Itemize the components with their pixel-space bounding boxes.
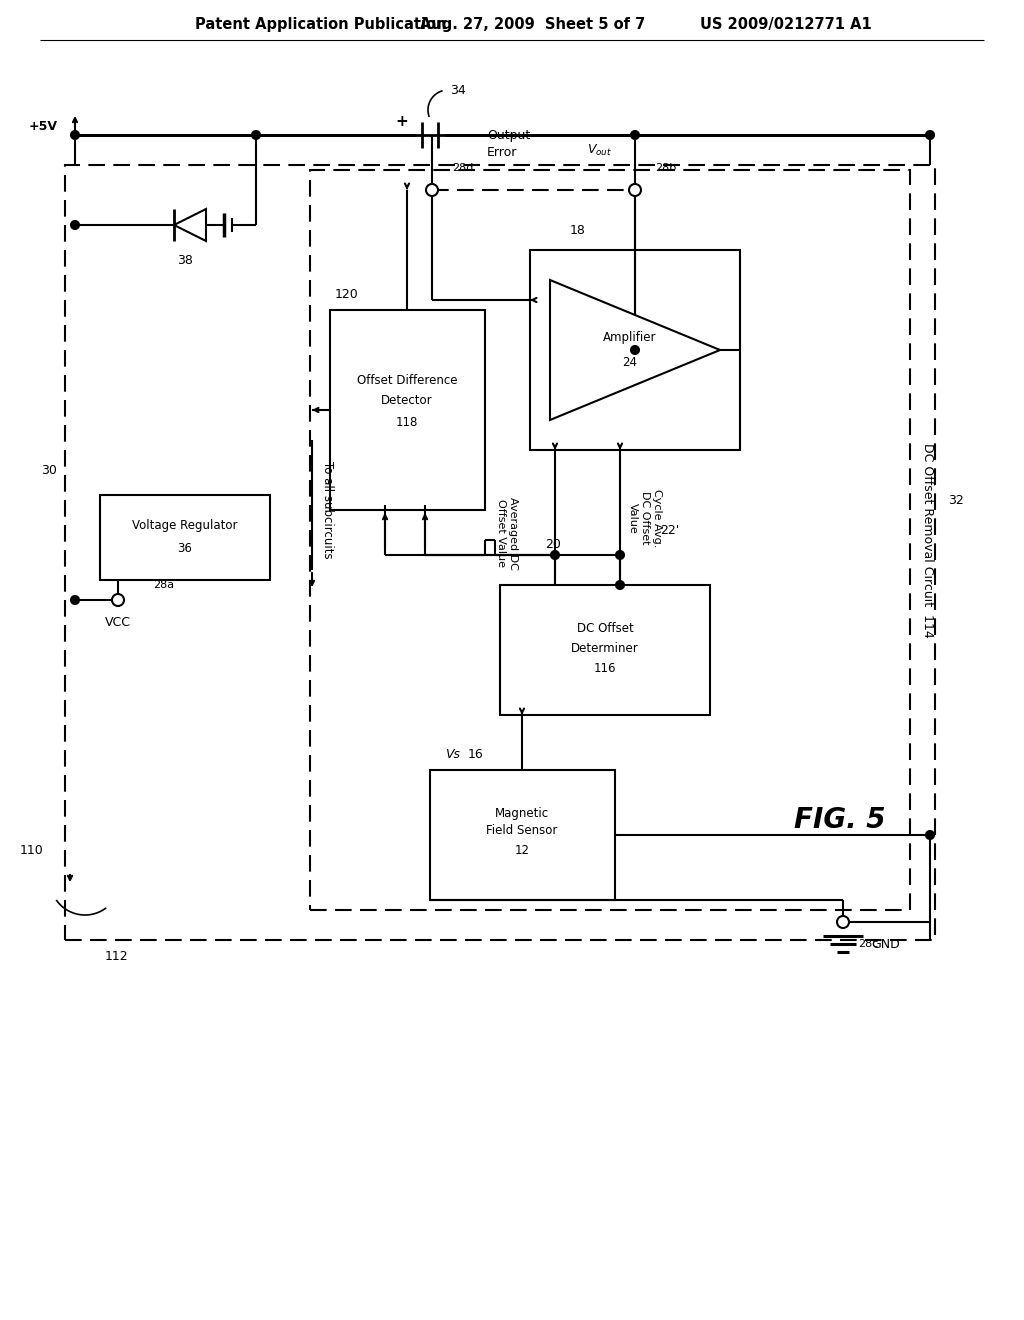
Text: +5V: +5V	[29, 120, 58, 133]
Circle shape	[837, 916, 849, 928]
Text: 38: 38	[177, 253, 193, 267]
Circle shape	[71, 131, 79, 139]
Text: 28c: 28c	[858, 939, 879, 949]
Text: 36: 36	[177, 541, 193, 554]
Circle shape	[71, 220, 79, 228]
Text: Detector: Detector	[381, 393, 433, 407]
Text: 28b: 28b	[655, 162, 676, 173]
Circle shape	[631, 346, 639, 354]
FancyBboxPatch shape	[530, 249, 740, 450]
Text: 120: 120	[335, 289, 358, 301]
Text: 20: 20	[545, 539, 561, 552]
Circle shape	[616, 550, 624, 558]
Text: 12: 12	[514, 845, 529, 858]
Text: Vs: Vs	[445, 748, 460, 762]
Text: VCC: VCC	[105, 615, 131, 628]
Circle shape	[551, 550, 559, 558]
Circle shape	[926, 832, 934, 840]
FancyBboxPatch shape	[330, 310, 485, 510]
Text: DC Offset: DC Offset	[577, 622, 634, 635]
Text: Averaged DC
Offset Value: Averaged DC Offset Value	[497, 496, 518, 569]
Circle shape	[616, 581, 624, 589]
Text: FIG. 5: FIG. 5	[795, 807, 886, 834]
Text: Cycle Avg.
DC Offset
Value: Cycle Avg. DC Offset Value	[629, 488, 662, 548]
Text: Error: Error	[487, 145, 517, 158]
Text: 28d: 28d	[452, 162, 473, 173]
Circle shape	[252, 131, 260, 139]
Text: 118: 118	[396, 416, 418, 429]
Text: 28a: 28a	[153, 579, 174, 590]
FancyBboxPatch shape	[500, 585, 710, 715]
Text: 16: 16	[468, 748, 483, 762]
Text: 32: 32	[948, 494, 964, 507]
Text: Field Sensor: Field Sensor	[486, 825, 558, 837]
Text: DC Offset Removal Circuit  114: DC Offset Removal Circuit 114	[922, 442, 935, 638]
Circle shape	[112, 594, 124, 606]
FancyBboxPatch shape	[310, 170, 910, 909]
Text: Determiner: Determiner	[571, 642, 639, 655]
Polygon shape	[174, 209, 206, 242]
FancyBboxPatch shape	[100, 495, 270, 579]
Polygon shape	[550, 280, 720, 420]
Text: 34: 34	[451, 83, 466, 96]
Text: GND: GND	[871, 937, 900, 950]
Text: $V_{out}$: $V_{out}$	[588, 143, 612, 157]
Circle shape	[426, 183, 438, 195]
FancyBboxPatch shape	[430, 770, 615, 900]
Text: 30: 30	[41, 463, 57, 477]
Text: US 2009/0212771 A1: US 2009/0212771 A1	[700, 17, 871, 33]
Text: 112: 112	[105, 949, 129, 962]
Text: 116: 116	[594, 661, 616, 675]
Text: 22': 22'	[660, 524, 680, 536]
Text: Amplifier: Amplifier	[603, 331, 656, 345]
Text: Magnetic: Magnetic	[495, 807, 549, 820]
Text: Patent Application Publication: Patent Application Publication	[195, 17, 446, 33]
Text: Output: Output	[487, 128, 530, 141]
Text: 18: 18	[570, 223, 586, 236]
Circle shape	[926, 131, 934, 139]
Circle shape	[629, 183, 641, 195]
Circle shape	[631, 131, 639, 139]
Text: Voltage Regulator: Voltage Regulator	[132, 520, 238, 532]
Text: 24: 24	[623, 355, 638, 368]
Circle shape	[71, 597, 79, 605]
Text: 110: 110	[19, 843, 43, 857]
Text: Offset Difference: Offset Difference	[356, 374, 458, 387]
Text: +: +	[395, 114, 409, 128]
FancyBboxPatch shape	[65, 165, 935, 940]
Text: To all subcircuits: To all subcircuits	[321, 461, 334, 558]
Text: Aug. 27, 2009  Sheet 5 of 7: Aug. 27, 2009 Sheet 5 of 7	[420, 17, 645, 33]
